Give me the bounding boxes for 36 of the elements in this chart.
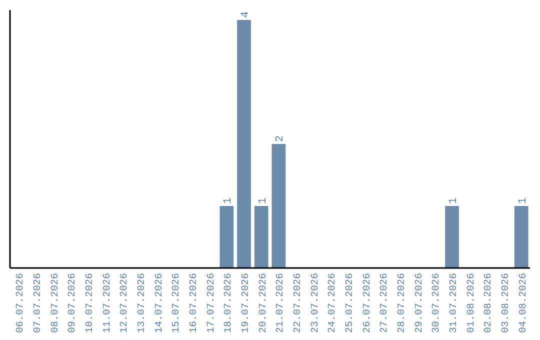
- data-label: 4: [240, 10, 252, 18]
- x-tick-label: 26.07.2026: [362, 273, 374, 334]
- x-tick-label: 21.07.2026: [276, 273, 287, 334]
- x-tick-label: 28.07.2026: [397, 273, 408, 334]
- x-tick-label: 24.07.2026: [328, 273, 339, 334]
- x-tick-label: 30.07.2026: [432, 273, 443, 334]
- x-tick-label: 01.08.2026: [466, 273, 478, 334]
- x-tick-label: 15.07.2026: [172, 273, 183, 334]
- x-tick-label: 09.07.2026: [68, 273, 79, 334]
- x-tick-label: 14.07.2026: [154, 273, 166, 334]
- x-tick-label: 16.07.2026: [189, 273, 200, 334]
- x-tick-label: 25.07.2026: [345, 273, 356, 334]
- x-tick-label: 22.07.2026: [293, 273, 304, 334]
- data-label: 1: [222, 196, 235, 204]
- x-tick-label: 07.07.2026: [33, 273, 44, 334]
- x-tick-label: 03.08.2026: [501, 273, 512, 334]
- data-label: 1: [257, 196, 270, 204]
- x-tick-label: 20.07.2026: [258, 273, 270, 334]
- data-label: 2: [274, 135, 287, 142]
- x-tick-label: 10.07.2026: [85, 273, 96, 334]
- x-tick-label: 04.08.2026: [518, 273, 530, 334]
- x-tick-label: 29.07.2026: [414, 273, 426, 334]
- x-tick-label: 08.07.2026: [50, 273, 62, 334]
- x-tick-label: 02.08.2026: [484, 273, 495, 334]
- x-tick-label: 06.07.2026: [16, 273, 27, 334]
- x-tick-label: 31.07.2026: [449, 273, 460, 334]
- x-tick-label: 13.07.2026: [137, 273, 148, 334]
- x-tick-label: 19.07.2026: [241, 273, 252, 334]
- x-tick-label: 18.07.2026: [224, 273, 235, 334]
- x-tick-label: 27.07.2026: [380, 273, 391, 334]
- data-label: 1: [517, 196, 530, 204]
- x-tick-label: 11.07.2026: [102, 273, 114, 334]
- x-tick-label: 17.07.2026: [206, 273, 218, 334]
- data-label: 1: [448, 196, 460, 204]
- x-tick-label: 23.07.2026: [310, 273, 322, 334]
- x-tick-label: 12.07.2026: [120, 273, 131, 334]
